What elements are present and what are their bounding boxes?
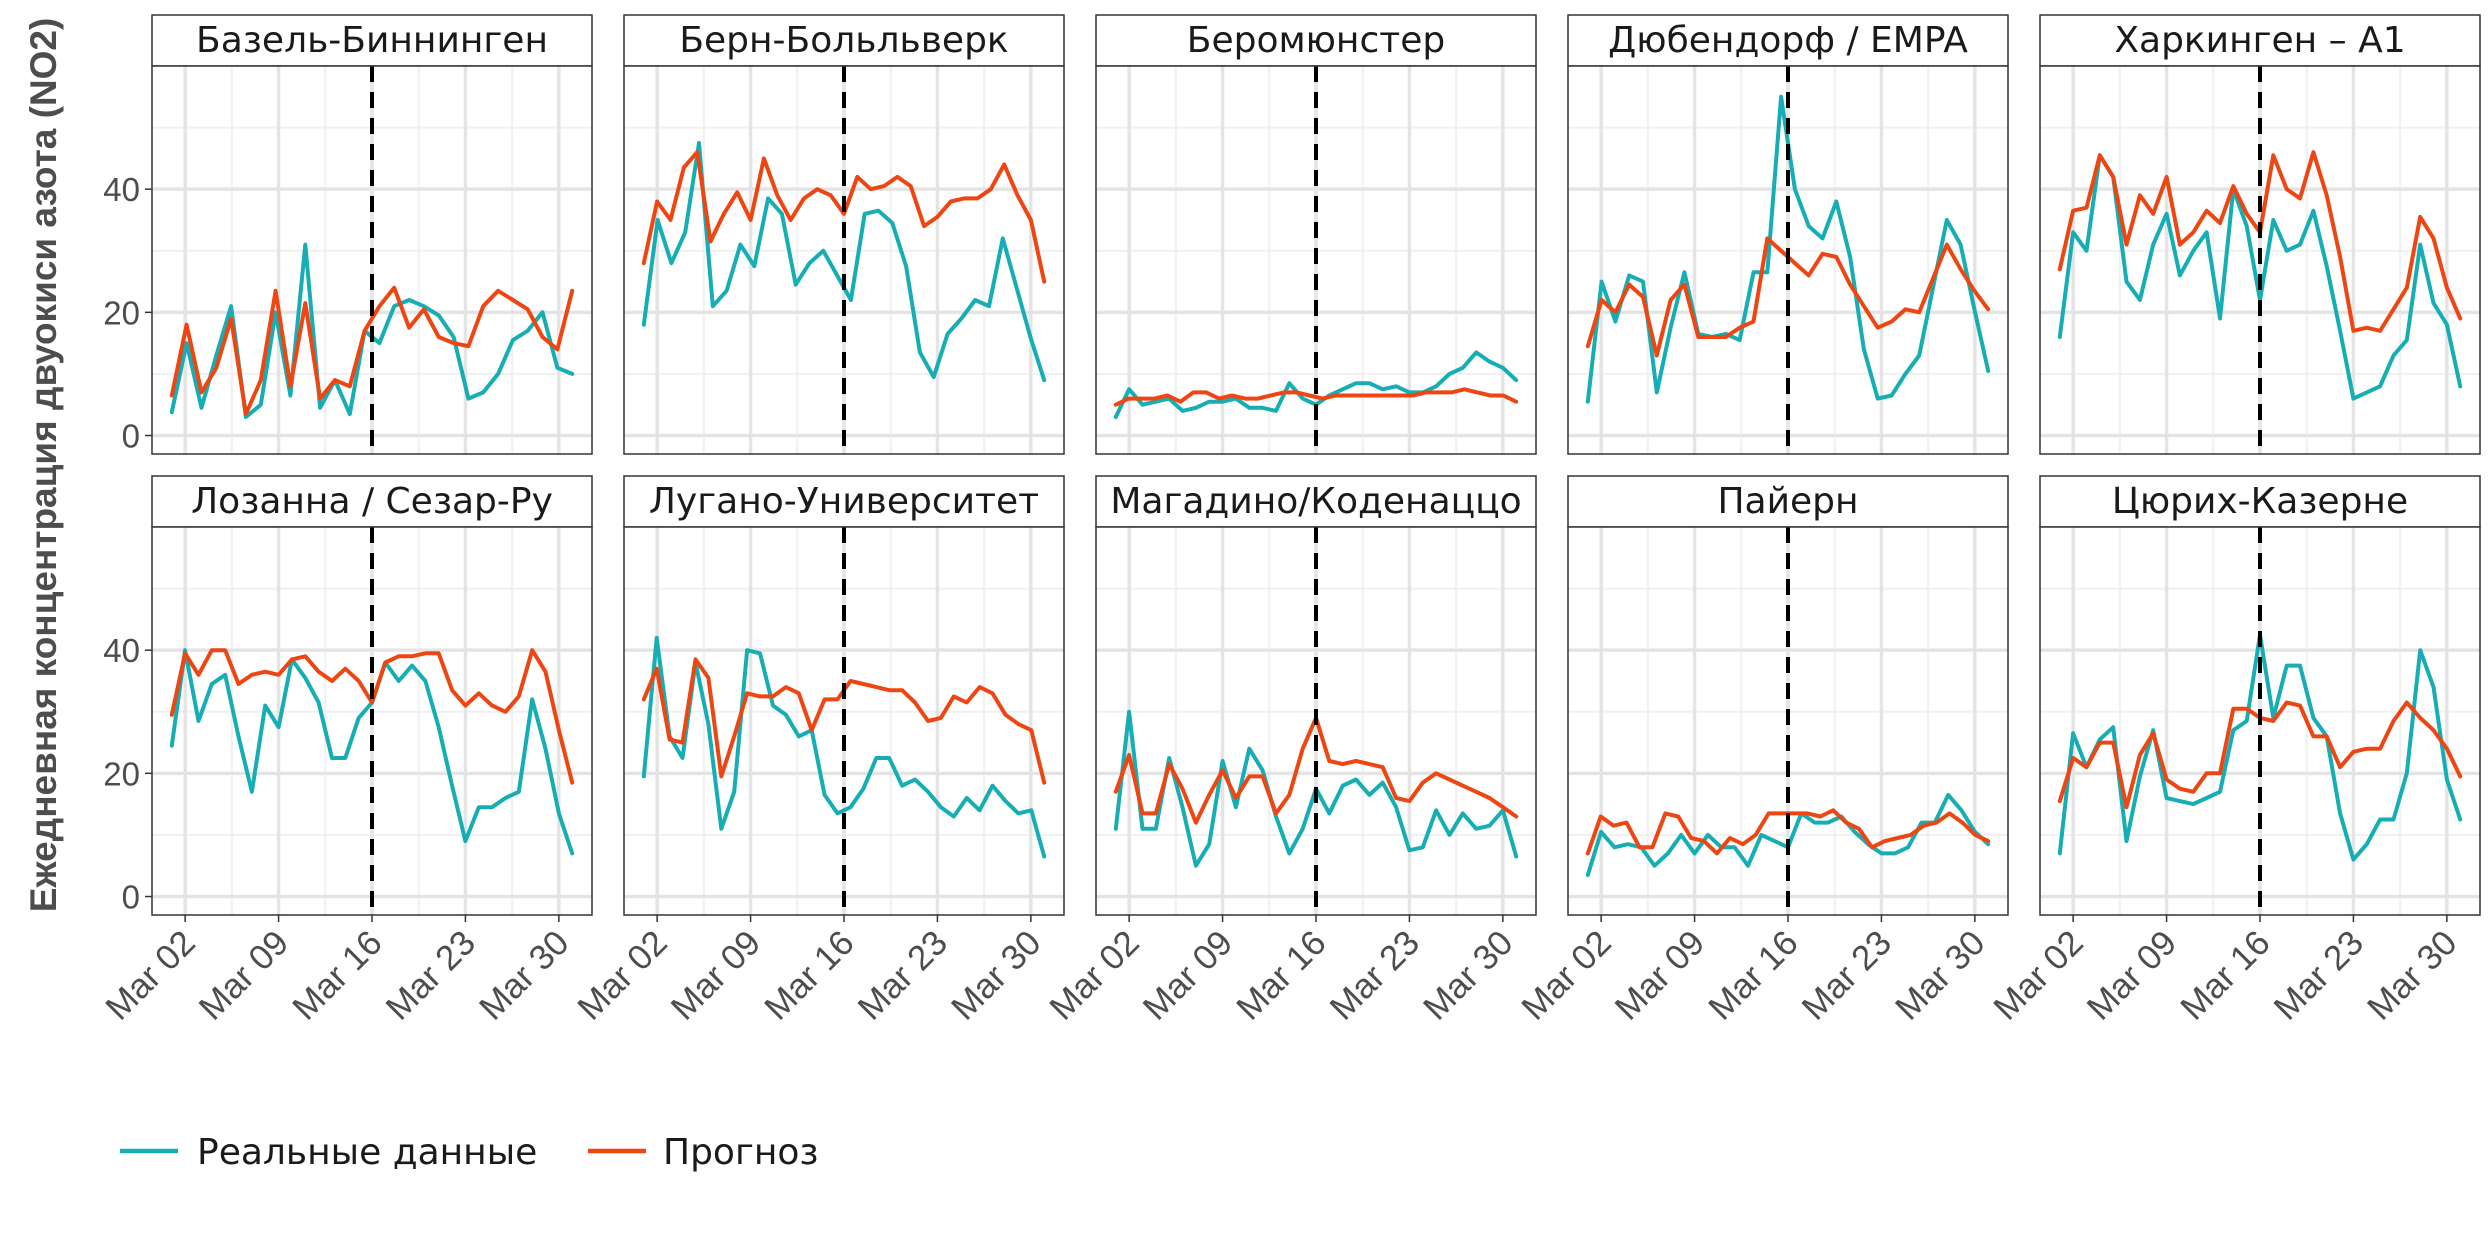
panel-title: Лозанна / Сезар-Ру bbox=[191, 481, 553, 522]
panel-title: Дюбендорф / EMPA bbox=[1608, 20, 1968, 61]
panel-title: Магадино/Коденаццо bbox=[1110, 481, 1521, 522]
legend: Реальные данные Прогноз bbox=[120, 1132, 819, 1173]
panel-title: Пайерн bbox=[1717, 481, 1858, 522]
y-tick-label: 0 bbox=[122, 418, 140, 455]
panel-title: Беромюнстер bbox=[1187, 20, 1446, 61]
panel-5: Харкинген – A1 bbox=[2039, 14, 2481, 455]
panel-title: Лугано-Университет bbox=[649, 481, 1039, 522]
panel-strip bbox=[1095, 14, 1537, 67]
panel-4: Дюбендорф / EMPA bbox=[1567, 14, 2009, 455]
panel-border bbox=[1567, 65, 2009, 455]
y-tick-label: 40 bbox=[103, 171, 140, 208]
panel-border bbox=[151, 65, 593, 455]
y-tick-label: 20 bbox=[103, 755, 140, 792]
legend-label-forecast: Прогноз bbox=[663, 1132, 819, 1173]
series-line-forecast bbox=[169, 648, 575, 785]
panel-border bbox=[1095, 65, 1537, 455]
panel-2: Берн-Больльверк bbox=[623, 14, 1065, 455]
y-tick-label: 0 bbox=[122, 879, 140, 916]
panel-3: Беромюнстер bbox=[1095, 14, 1537, 455]
y-axis-title: Ежедневная концентрация двуокиси азота (… bbox=[23, 18, 64, 913]
panels: Базель-Биннинген 0 20 40 Берн-Больльверк Беро… bbox=[98, 14, 2481, 1028]
panel-title: Берн-Больльверк bbox=[679, 20, 1008, 61]
series-line-forecast bbox=[169, 285, 575, 416]
panel-strip bbox=[623, 14, 1065, 67]
series-line-actual bbox=[1585, 94, 1991, 404]
panel-strip bbox=[151, 14, 593, 67]
panel-strip bbox=[1567, 14, 2009, 67]
y-tick-label: 40 bbox=[103, 632, 140, 669]
panel-border bbox=[623, 65, 1065, 455]
panel-1: Базель-Биннинген 0 20 40 bbox=[103, 14, 593, 455]
panel-strip bbox=[1567, 475, 2009, 528]
panel-strip bbox=[1095, 475, 1537, 528]
y-tick-label: 20 bbox=[103, 294, 140, 331]
series-line-forecast bbox=[1113, 387, 1519, 407]
panel-border bbox=[2039, 65, 2481, 455]
panel-strip bbox=[2039, 14, 2481, 67]
legend-label-actual: Реальные данные bbox=[197, 1132, 537, 1173]
panel-title: Харкинген – A1 bbox=[2114, 20, 2405, 61]
panel-title: Базель-Биннинген bbox=[196, 20, 548, 61]
series-line-forecast bbox=[641, 150, 1047, 284]
series-line-actual bbox=[641, 635, 1047, 859]
panel-strip bbox=[623, 475, 1065, 528]
panel-title: Цюрих-Казерне bbox=[2112, 481, 2408, 522]
